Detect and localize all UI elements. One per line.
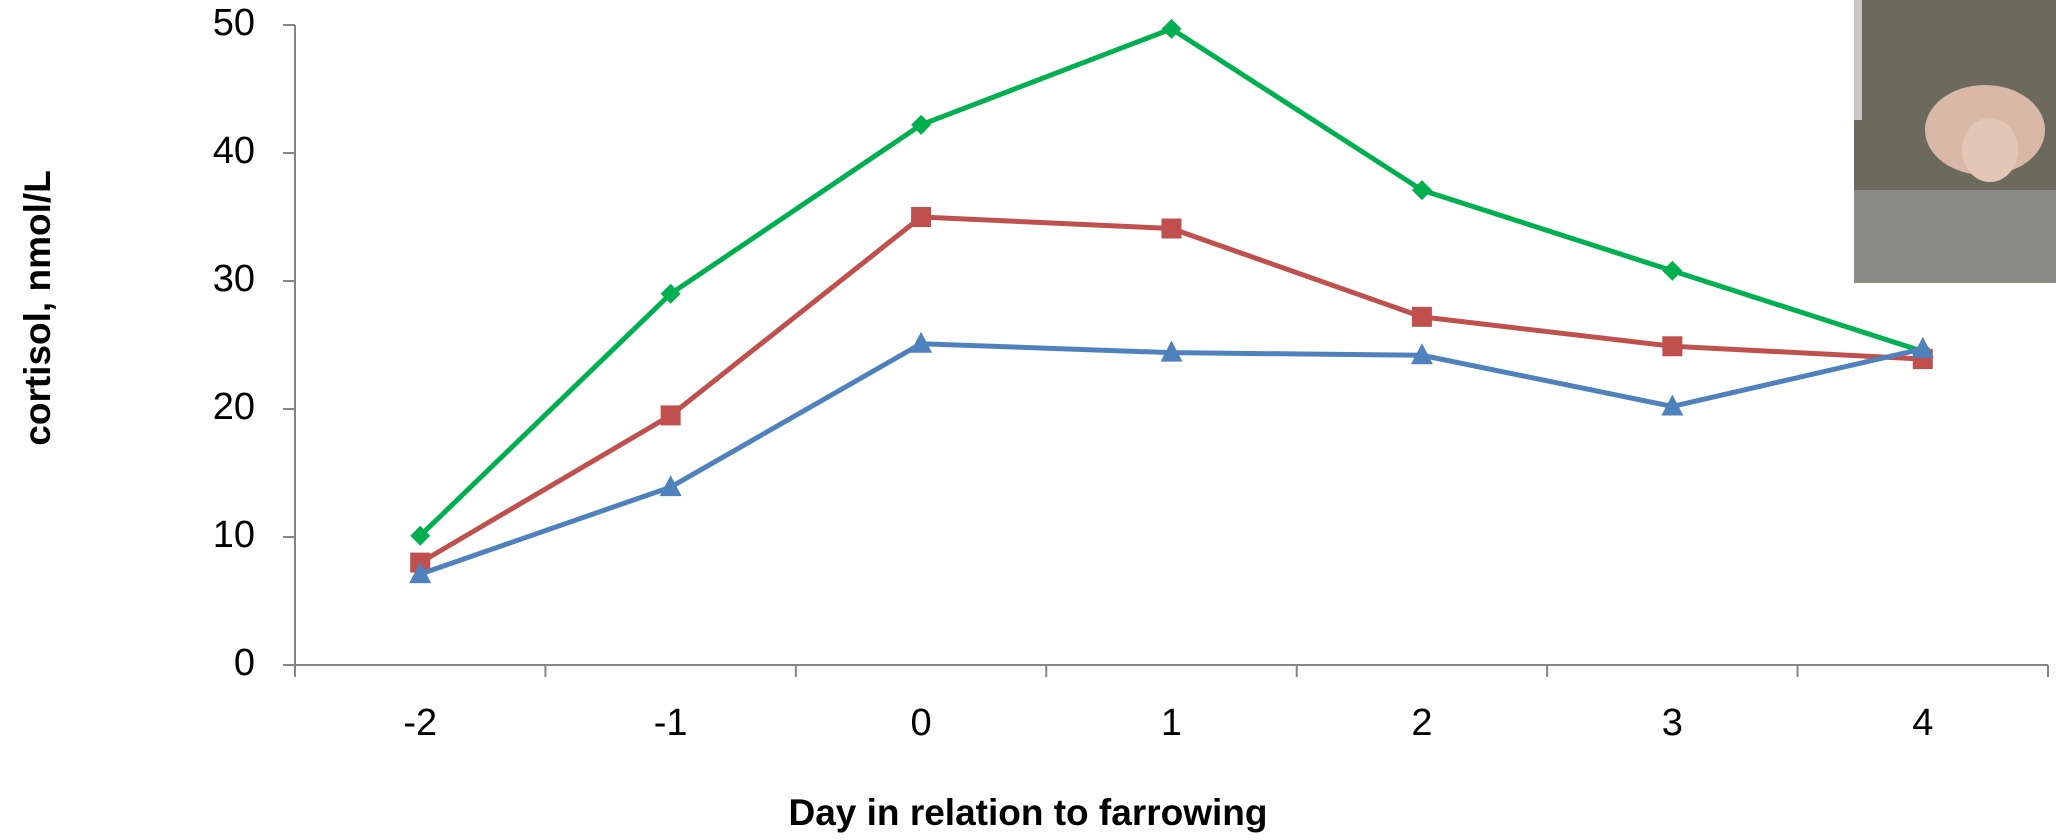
series-line (420, 217, 1923, 563)
y-tick-label: 0 (234, 642, 255, 684)
y-axis-title: cortisol, nmol/L (17, 170, 58, 445)
x-tick-label: -1 (654, 702, 688, 744)
marker (1662, 261, 1682, 281)
marker (1162, 219, 1182, 239)
y-tick-label: 50 (213, 2, 255, 44)
y-tick-label: 10 (213, 514, 255, 556)
y-tick-label: 30 (213, 258, 255, 300)
x-tick-label: 4 (1912, 702, 1933, 744)
marker (660, 475, 682, 496)
chart: Day in relation to farrowing cortisol, n… (0, 0, 2056, 840)
y-tick-label: 40 (213, 130, 255, 172)
x-axis-title: Day in relation to farrowing (789, 792, 1268, 833)
x-tick-label: 2 (1411, 702, 1432, 744)
series-line (420, 344, 1923, 574)
photo (1854, 0, 2056, 283)
series-line (420, 29, 1923, 536)
x-tick-label: 3 (1662, 702, 1683, 744)
marker (911, 207, 931, 227)
marker (1662, 336, 1682, 356)
marker (661, 405, 681, 425)
x-tick-label: 0 (911, 702, 932, 744)
y-tick-label: 20 (213, 386, 255, 428)
x-tick-label: 1 (1161, 702, 1182, 744)
marker (1412, 307, 1432, 327)
page: Day in relation to farrowing cortisol, n… (0, 0, 2056, 840)
x-tick-label: -2 (403, 702, 437, 744)
